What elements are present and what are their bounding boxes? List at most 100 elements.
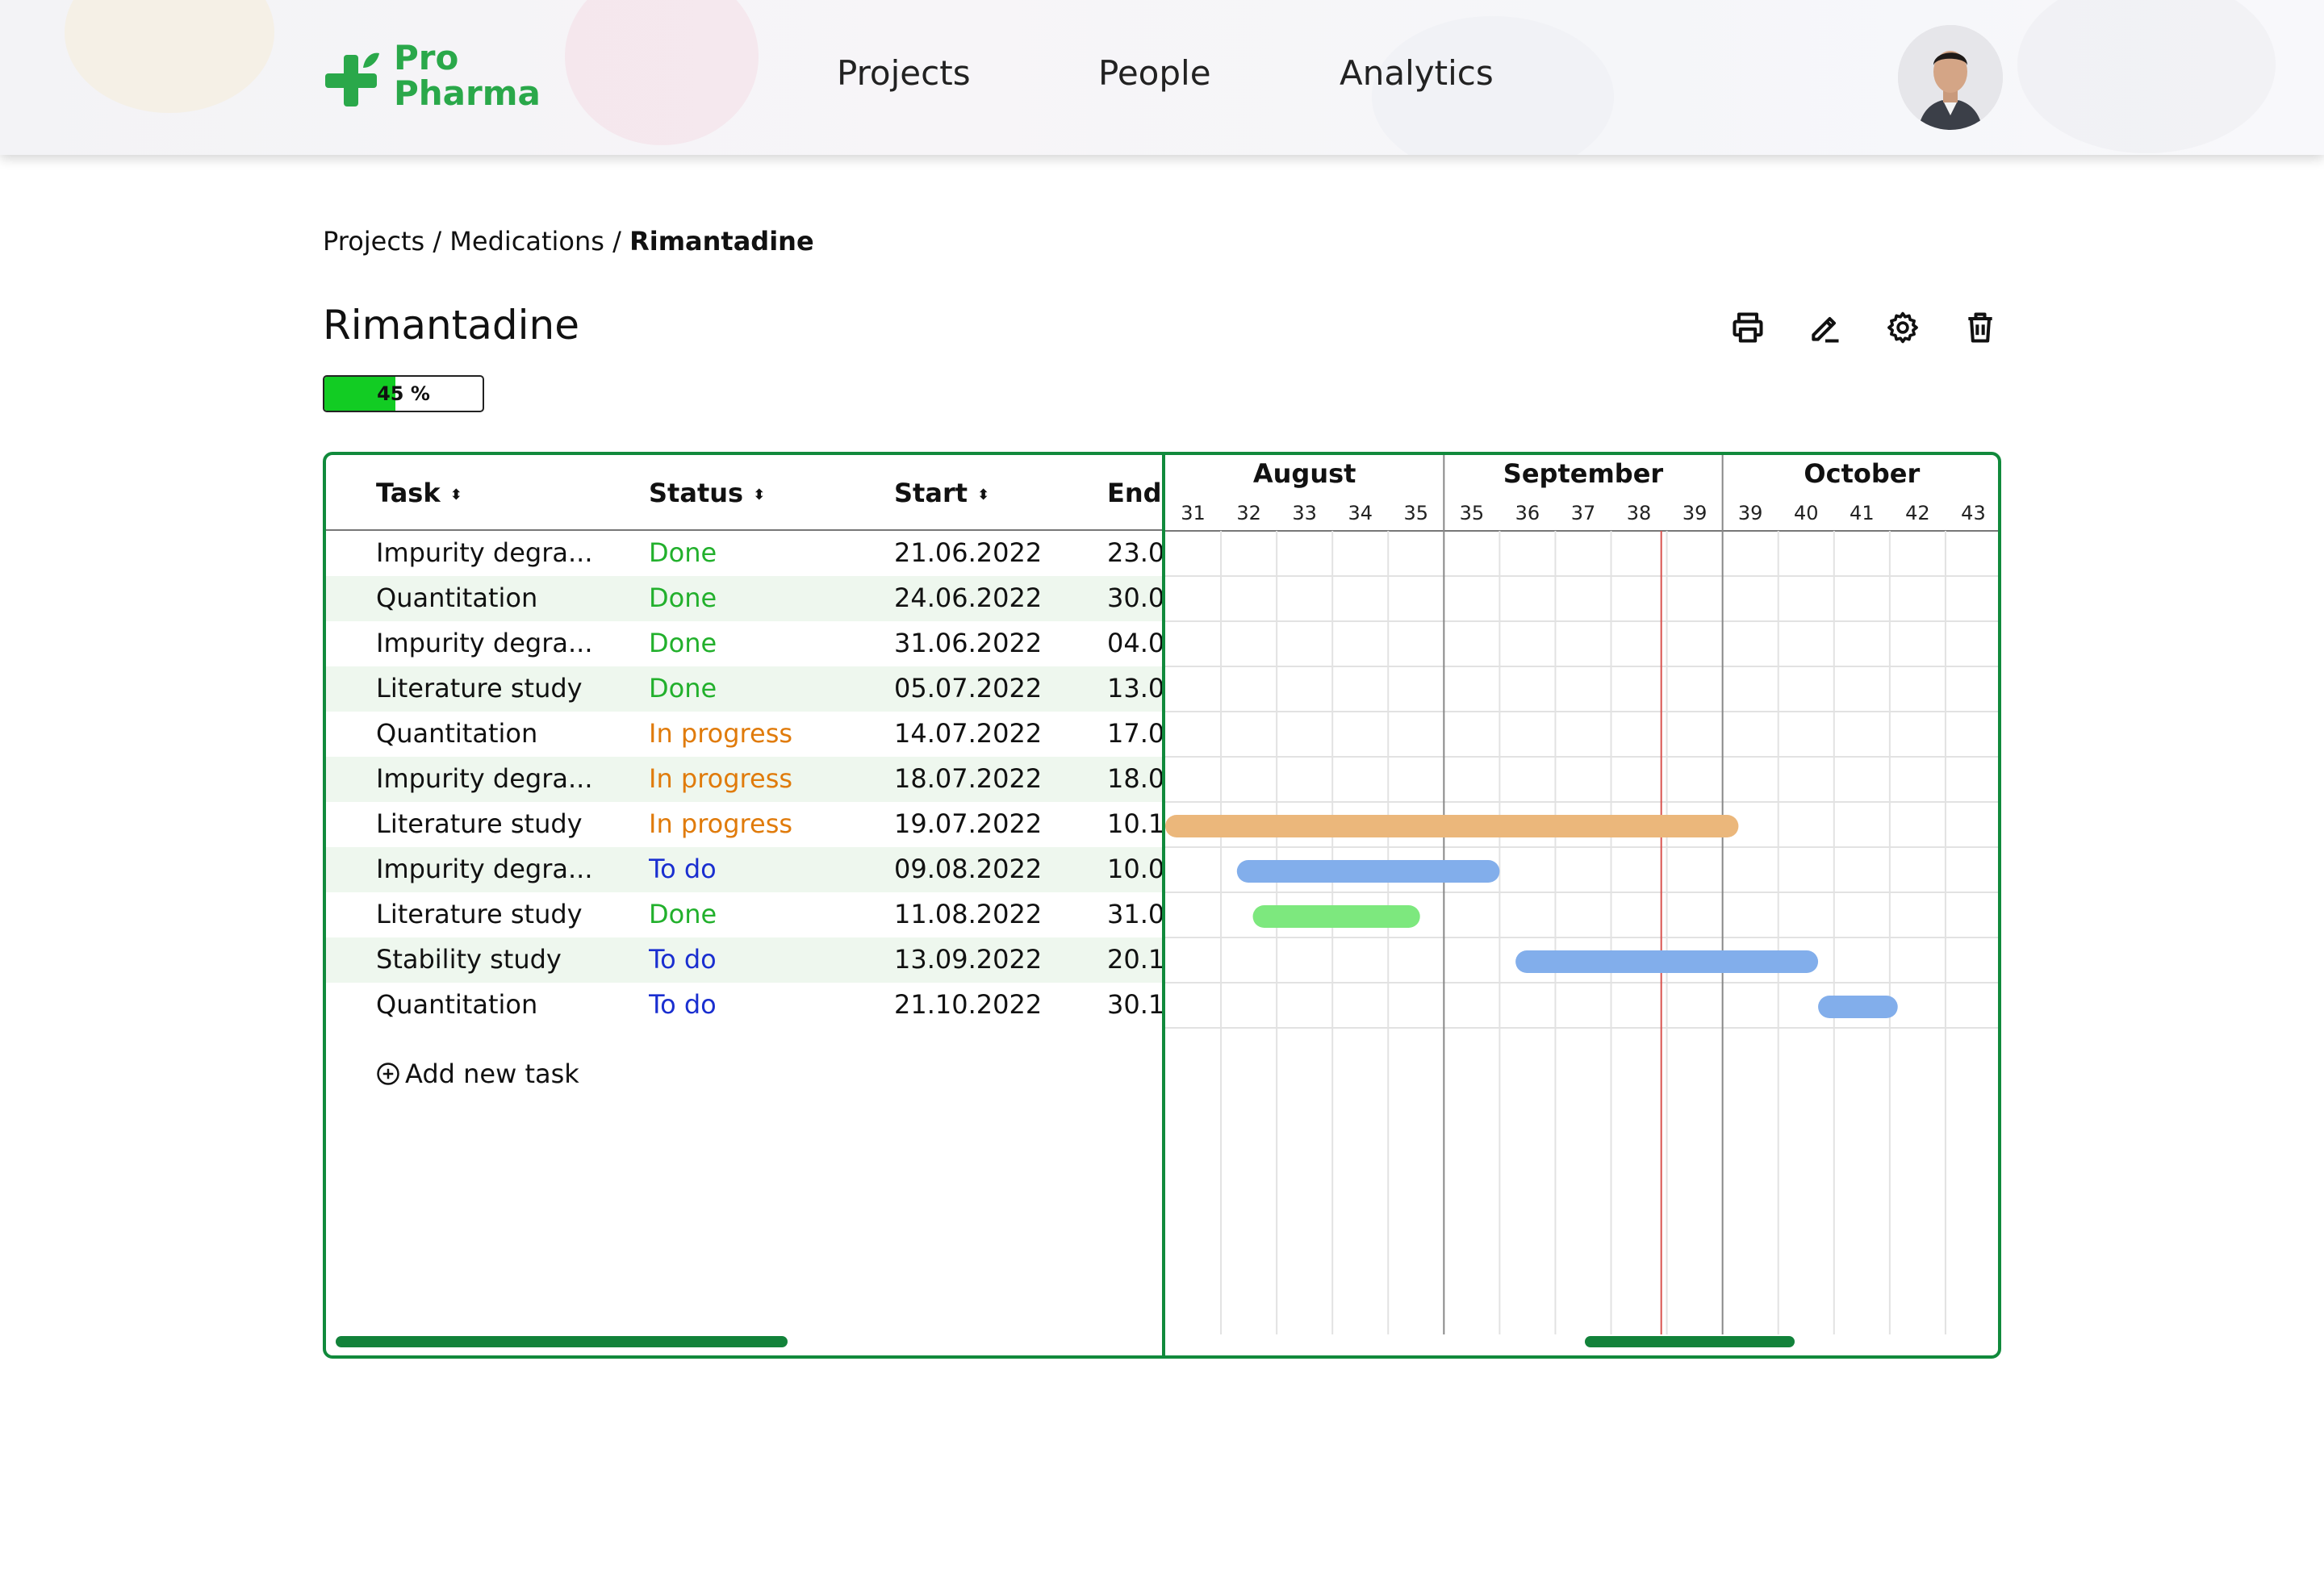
- breadcrumb: Projects / Medications / Rimantadine: [323, 226, 814, 257]
- start-date-cell: 09.08.2022: [894, 854, 1043, 884]
- table-row[interactable]: Impurity degra... Done 31.06.2022 04.07.202…: [326, 621, 1165, 666]
- table-row[interactable]: Stability study To do 13.09.2022 20.10.2022: [326, 937, 1165, 983]
- end-date-cell: 13.07.2022: [1107, 673, 1165, 704]
- gantt-grid: [1165, 455, 1998, 1334]
- gantt-task-bar[interactable]: [1165, 815, 1739, 837]
- settings-button[interactable]: [1882, 307, 1924, 349]
- table-row[interactable]: Impurity degra... To do 09.08.2022 10.09.20…: [326, 847, 1165, 892]
- status-cell: Done: [649, 583, 717, 613]
- start-date-cell: 21.10.2022: [894, 989, 1043, 1020]
- gantt-week-label: 32: [1236, 502, 1261, 524]
- breadcrumb-projects[interactable]: Projects: [323, 226, 425, 257]
- column-header-status[interactable]: Status ⬍: [649, 478, 765, 508]
- logo-line-1: Pro: [394, 38, 459, 77]
- table-row[interactable]: Quantitation To do 21.10.2022 30.10.2022: [326, 983, 1165, 1028]
- sort-icon[interactable]: ⬍: [977, 486, 990, 503]
- table-header: Task ⬍ Status ⬍ Start ⬍ End: [326, 455, 1165, 531]
- gantt-month-label: September: [1503, 458, 1664, 489]
- gantt-week-label: 33: [1292, 502, 1317, 524]
- background-pill-shape: [1372, 16, 1614, 155]
- end-date-cell: 20.10.2022: [1107, 944, 1165, 975]
- printer-icon: [1733, 312, 1763, 343]
- start-date-cell: 13.09.2022: [894, 944, 1043, 975]
- progress-fill: [324, 377, 396, 411]
- gantt-week-label: 43: [1961, 502, 1986, 524]
- end-date-cell: 23.06.2022: [1107, 537, 1165, 568]
- gantt-week-label: 42: [1905, 502, 1930, 524]
- end-date-cell: 17.07.2022: [1107, 718, 1165, 749]
- breadcrumb-medications[interactable]: Medications: [449, 226, 604, 257]
- task-cell: Literature study: [376, 899, 583, 929]
- sort-icon[interactable]: ⬍: [449, 486, 462, 503]
- status-cell: In progress: [649, 808, 793, 839]
- task-cell: Impurity degra...: [376, 854, 593, 884]
- table-row[interactable]: Literature study Done 05.07.2022 13.07.2022: [326, 666, 1165, 712]
- table-horizontal-scrollbar[interactable]: [336, 1336, 788, 1347]
- gantt-week-label: 40: [1793, 502, 1819, 524]
- table-row[interactable]: Impurity degra... In progress 18.07.2022 18…: [326, 757, 1165, 802]
- start-date-cell: 31.06.2022: [894, 628, 1043, 658]
- status-cell: Done: [649, 537, 717, 568]
- nav-analytics[interactable]: Analytics: [1340, 53, 1494, 93]
- gantt-week-label: 34: [1348, 502, 1373, 524]
- column-header-end[interactable]: End: [1107, 478, 1162, 508]
- start-date-cell: 21.06.2022: [894, 537, 1043, 568]
- background-pill-shape: [65, 0, 274, 113]
- gantt-week-label: 35: [1459, 502, 1485, 524]
- gantt-task-bar[interactable]: [1236, 860, 1500, 883]
- task-cell: Impurity degra...: [376, 628, 593, 658]
- start-date-cell: 05.07.2022: [894, 673, 1043, 704]
- background-pill-shape: [2017, 0, 2276, 153]
- table-row[interactable]: Quantitation In progress 14.07.2022 17.07.2…: [326, 712, 1165, 757]
- table-row[interactable]: Literature study In progress 19.07.2022 10.…: [326, 802, 1165, 847]
- pane-divider[interactable]: [1162, 455, 1165, 1355]
- end-date-cell: 10.10.2022: [1107, 808, 1165, 839]
- propharma-logo[interactable]: Pro Pharma: [323, 39, 549, 116]
- gantt-week-label: 39: [1737, 502, 1763, 524]
- start-date-cell: 14.07.2022: [894, 718, 1043, 749]
- gantt-month-label: August: [1252, 458, 1356, 489]
- trash-icon: [1968, 312, 1992, 343]
- gantt-task-bar[interactable]: [1252, 905, 1420, 928]
- status-cell: To do: [649, 989, 717, 1020]
- project-progress-bar: 45 %: [323, 375, 484, 412]
- status-cell: Done: [649, 899, 717, 929]
- task-cell: Literature study: [376, 808, 583, 839]
- table-row[interactable]: Impurity degra... Done 21.06.2022 23.06.202…: [326, 531, 1165, 576]
- gantt-chart: August September October 31 32 33 34 35 35 36 37 38…: [1165, 455, 1998, 1355]
- task-cell: Quantitation: [376, 718, 538, 749]
- edit-button[interactable]: [1804, 307, 1846, 349]
- edit-icon: [1812, 316, 1839, 343]
- column-header-label: End: [1107, 478, 1162, 508]
- column-header-label: Start: [894, 478, 968, 508]
- print-button[interactable]: [1727, 307, 1769, 349]
- start-date-cell: 18.07.2022: [894, 763, 1043, 794]
- end-date-cell: 10.09.2022: [1107, 854, 1165, 884]
- status-cell: To do: [649, 944, 717, 975]
- gantt-horizontal-scrollbar[interactable]: [1585, 1336, 1795, 1347]
- user-avatar[interactable]: [1898, 25, 2003, 130]
- column-header-start[interactable]: Start ⬍: [894, 478, 989, 508]
- progress-label: 45 %: [377, 382, 430, 405]
- gantt-task-bar[interactable]: [1515, 950, 1819, 973]
- table-row[interactable]: Quantitation Done 24.06.2022 30.06.2022: [326, 576, 1165, 621]
- end-date-cell: 31.08.2022: [1107, 899, 1165, 929]
- add-task-button[interactable]: Add new task: [376, 1059, 579, 1089]
- status-cell: In progress: [649, 763, 793, 794]
- column-header-task[interactable]: Task ⬍: [376, 478, 462, 508]
- user-portrait-icon: [1898, 25, 2003, 130]
- task-cell: Impurity degra...: [376, 537, 593, 568]
- table-row[interactable]: Literature study Done 11.08.2022 31.08.2022: [326, 892, 1165, 937]
- nav-people[interactable]: People: [1098, 53, 1211, 93]
- start-date-cell: 19.07.2022: [894, 808, 1043, 839]
- sort-icon[interactable]: ⬍: [753, 486, 766, 503]
- nav-projects[interactable]: Projects: [837, 53, 971, 93]
- task-cell: Literature study: [376, 673, 583, 704]
- gantt-task-bar[interactable]: [1818, 996, 1898, 1018]
- end-date-cell: 30.06.2022: [1107, 583, 1165, 613]
- start-date-cell: 24.06.2022: [894, 583, 1043, 613]
- status-cell: Done: [649, 628, 717, 658]
- breadcrumb-separator: /: [604, 226, 630, 257]
- end-date-cell: 30.10.2022: [1107, 989, 1165, 1020]
- delete-button[interactable]: [1959, 307, 2001, 349]
